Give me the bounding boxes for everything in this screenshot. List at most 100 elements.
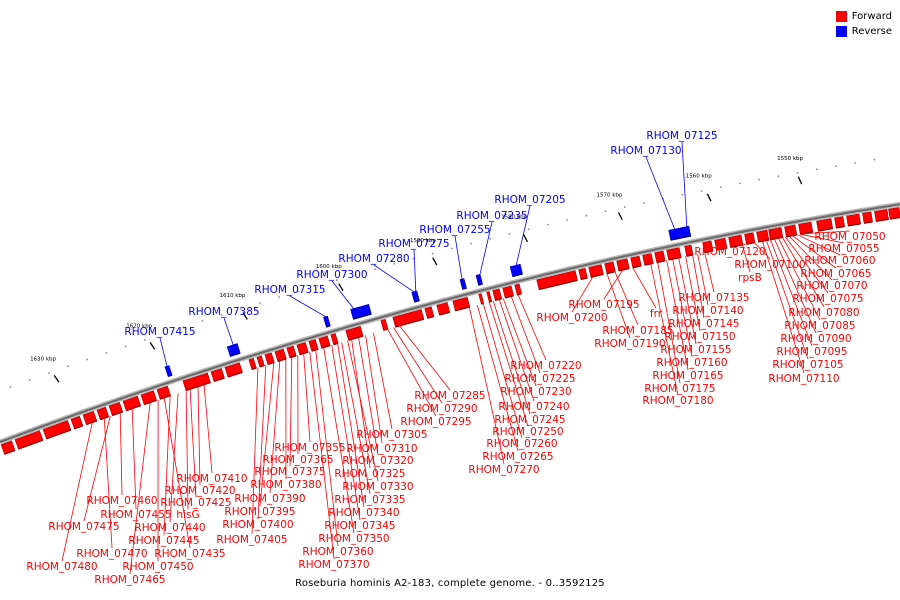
label-leaders: [61, 141, 851, 575]
gene-label: RHOM_07465: [94, 574, 165, 586]
gene-labels: RHOM_07125 RHOM_07130 RHOM_07205 RHOM_07235…: [26, 130, 885, 586]
label-leader-line: [289, 295, 326, 318]
scale-dot: [143, 339, 146, 341]
scale-dot: [163, 332, 165, 335]
label-leader-line: [197, 386, 201, 486]
scale-label: 1590 kbp: [410, 238, 436, 244]
gene-shadow: [478, 283, 483, 286]
forward-gene-block: [514, 283, 522, 296]
scale-dot: [86, 358, 89, 361]
genome-caption: Roseburia hominis A2-183, complete genom…: [295, 578, 605, 589]
gene-shadow: [455, 306, 470, 312]
scale-dot: [105, 352, 108, 354]
gene-shadow: [100, 415, 110, 421]
label-leader-line: [681, 141, 688, 227]
scale-dot: [28, 379, 31, 381]
scale-dot: [508, 233, 511, 235]
gene-label: RHOM_07110: [768, 373, 839, 385]
scale-track: 1550 kbp 1560 kbp 1570 kbp 1580 kbp 1590 kbp…: [9, 156, 876, 388]
gene-label: RHOM_07140: [672, 305, 743, 317]
label-leader-line: [802, 230, 851, 235]
label-leader-line: [789, 235, 833, 281]
gene-label: RHOM_07145: [668, 318, 739, 330]
label-leader-line: [571, 276, 594, 313]
label-leader-line: [83, 416, 111, 522]
scale-tick: [706, 193, 712, 202]
reverse-swatch: [835, 26, 847, 37]
gene-label: RHOM_07400: [222, 519, 293, 531]
label-leader-line: [365, 335, 383, 444]
gene-label: RHOM_07150: [664, 331, 735, 343]
scale-dot: [355, 273, 357, 276]
label-leader-line: [373, 264, 415, 293]
gene-label: RHOM_07135: [678, 292, 749, 304]
label-leader-line: [754, 242, 771, 260]
scale-dot: [451, 247, 453, 250]
scale-tick: [617, 212, 623, 221]
gene-shadow: [251, 367, 257, 371]
label-leader-line: [782, 237, 825, 308]
label-leader-line: [309, 351, 335, 560]
label-leader-line: [185, 390, 189, 510]
gene-label: RHOM_07390: [234, 493, 305, 505]
label-leader-line: [692, 254, 705, 319]
gene-shadow: [143, 399, 157, 406]
label-leader-line: [61, 422, 93, 562]
forward-swatch: [835, 11, 847, 22]
gene-shadow: [159, 394, 171, 400]
reverse-gene-block: [323, 315, 331, 328]
scale-tick: [242, 312, 248, 320]
scale-label: 1610 kbp: [220, 293, 246, 299]
gene-shadow: [267, 361, 275, 366]
scale-dot: [547, 223, 549, 226]
gene-shadow: [86, 420, 98, 426]
gene-shadow: [299, 351, 309, 356]
label-leader-line: [762, 241, 805, 374]
label-leader-line: [251, 367, 259, 535]
scale-dot: [182, 326, 185, 329]
gene-label: RHOM_07420: [164, 485, 235, 497]
scale-label: 1630 kbp: [30, 357, 56, 363]
gene-label: RHOM_07050: [814, 231, 885, 243]
gene-shadow: [716, 247, 728, 251]
gene-shadow: [213, 377, 225, 383]
gene-shadow: [112, 411, 123, 417]
gene-label: RHOM_07260: [486, 438, 557, 450]
scale-dot: [124, 345, 127, 348]
scale-dot: [719, 186, 722, 189]
scale-dot: [854, 162, 857, 164]
label-leader-line: [341, 342, 371, 495]
label-leader-line: [800, 233, 845, 244]
label-leader-line: [131, 408, 137, 510]
gene-label: RHOM_07075: [792, 293, 863, 305]
scale-dot: [835, 165, 837, 167]
label-leader-line: [797, 234, 841, 256]
gene-label: RHOM_07345: [324, 520, 395, 532]
gene-shadow: [656, 260, 666, 264]
gene-shadow: [311, 348, 319, 352]
label-leader-line: [387, 328, 437, 417]
gene-label: RHOM_07055: [808, 243, 879, 255]
gene-shadow: [786, 234, 797, 238]
scale-dot: [585, 214, 588, 217]
gene-shadow: [516, 293, 522, 296]
gene-label: RHOM_07095: [776, 346, 847, 358]
gene-label: RHOM_07295: [400, 416, 471, 428]
label-leader-line: [468, 306, 505, 465]
gene-shadow: [4, 449, 16, 455]
label-leader-line: [303, 353, 311, 443]
gene-shadow: [670, 236, 683, 241]
gene-label: RHOM_07195: [568, 299, 639, 311]
gene-label: RHOM_07410: [176, 473, 247, 485]
gene-shadow: [618, 267, 630, 272]
gene-shadow: [836, 225, 845, 229]
label-leader-line: [289, 357, 293, 467]
label-leader-line: [666, 260, 689, 371]
scale-dot: [48, 372, 50, 374]
scale-dot: [623, 206, 626, 208]
gene-label: RHOM_07470: [76, 548, 147, 560]
gene-label: RHOM_07120: [694, 246, 765, 258]
scale-label: 1620 kbp: [126, 323, 152, 329]
gene-label: RHOM_07330: [342, 481, 413, 493]
